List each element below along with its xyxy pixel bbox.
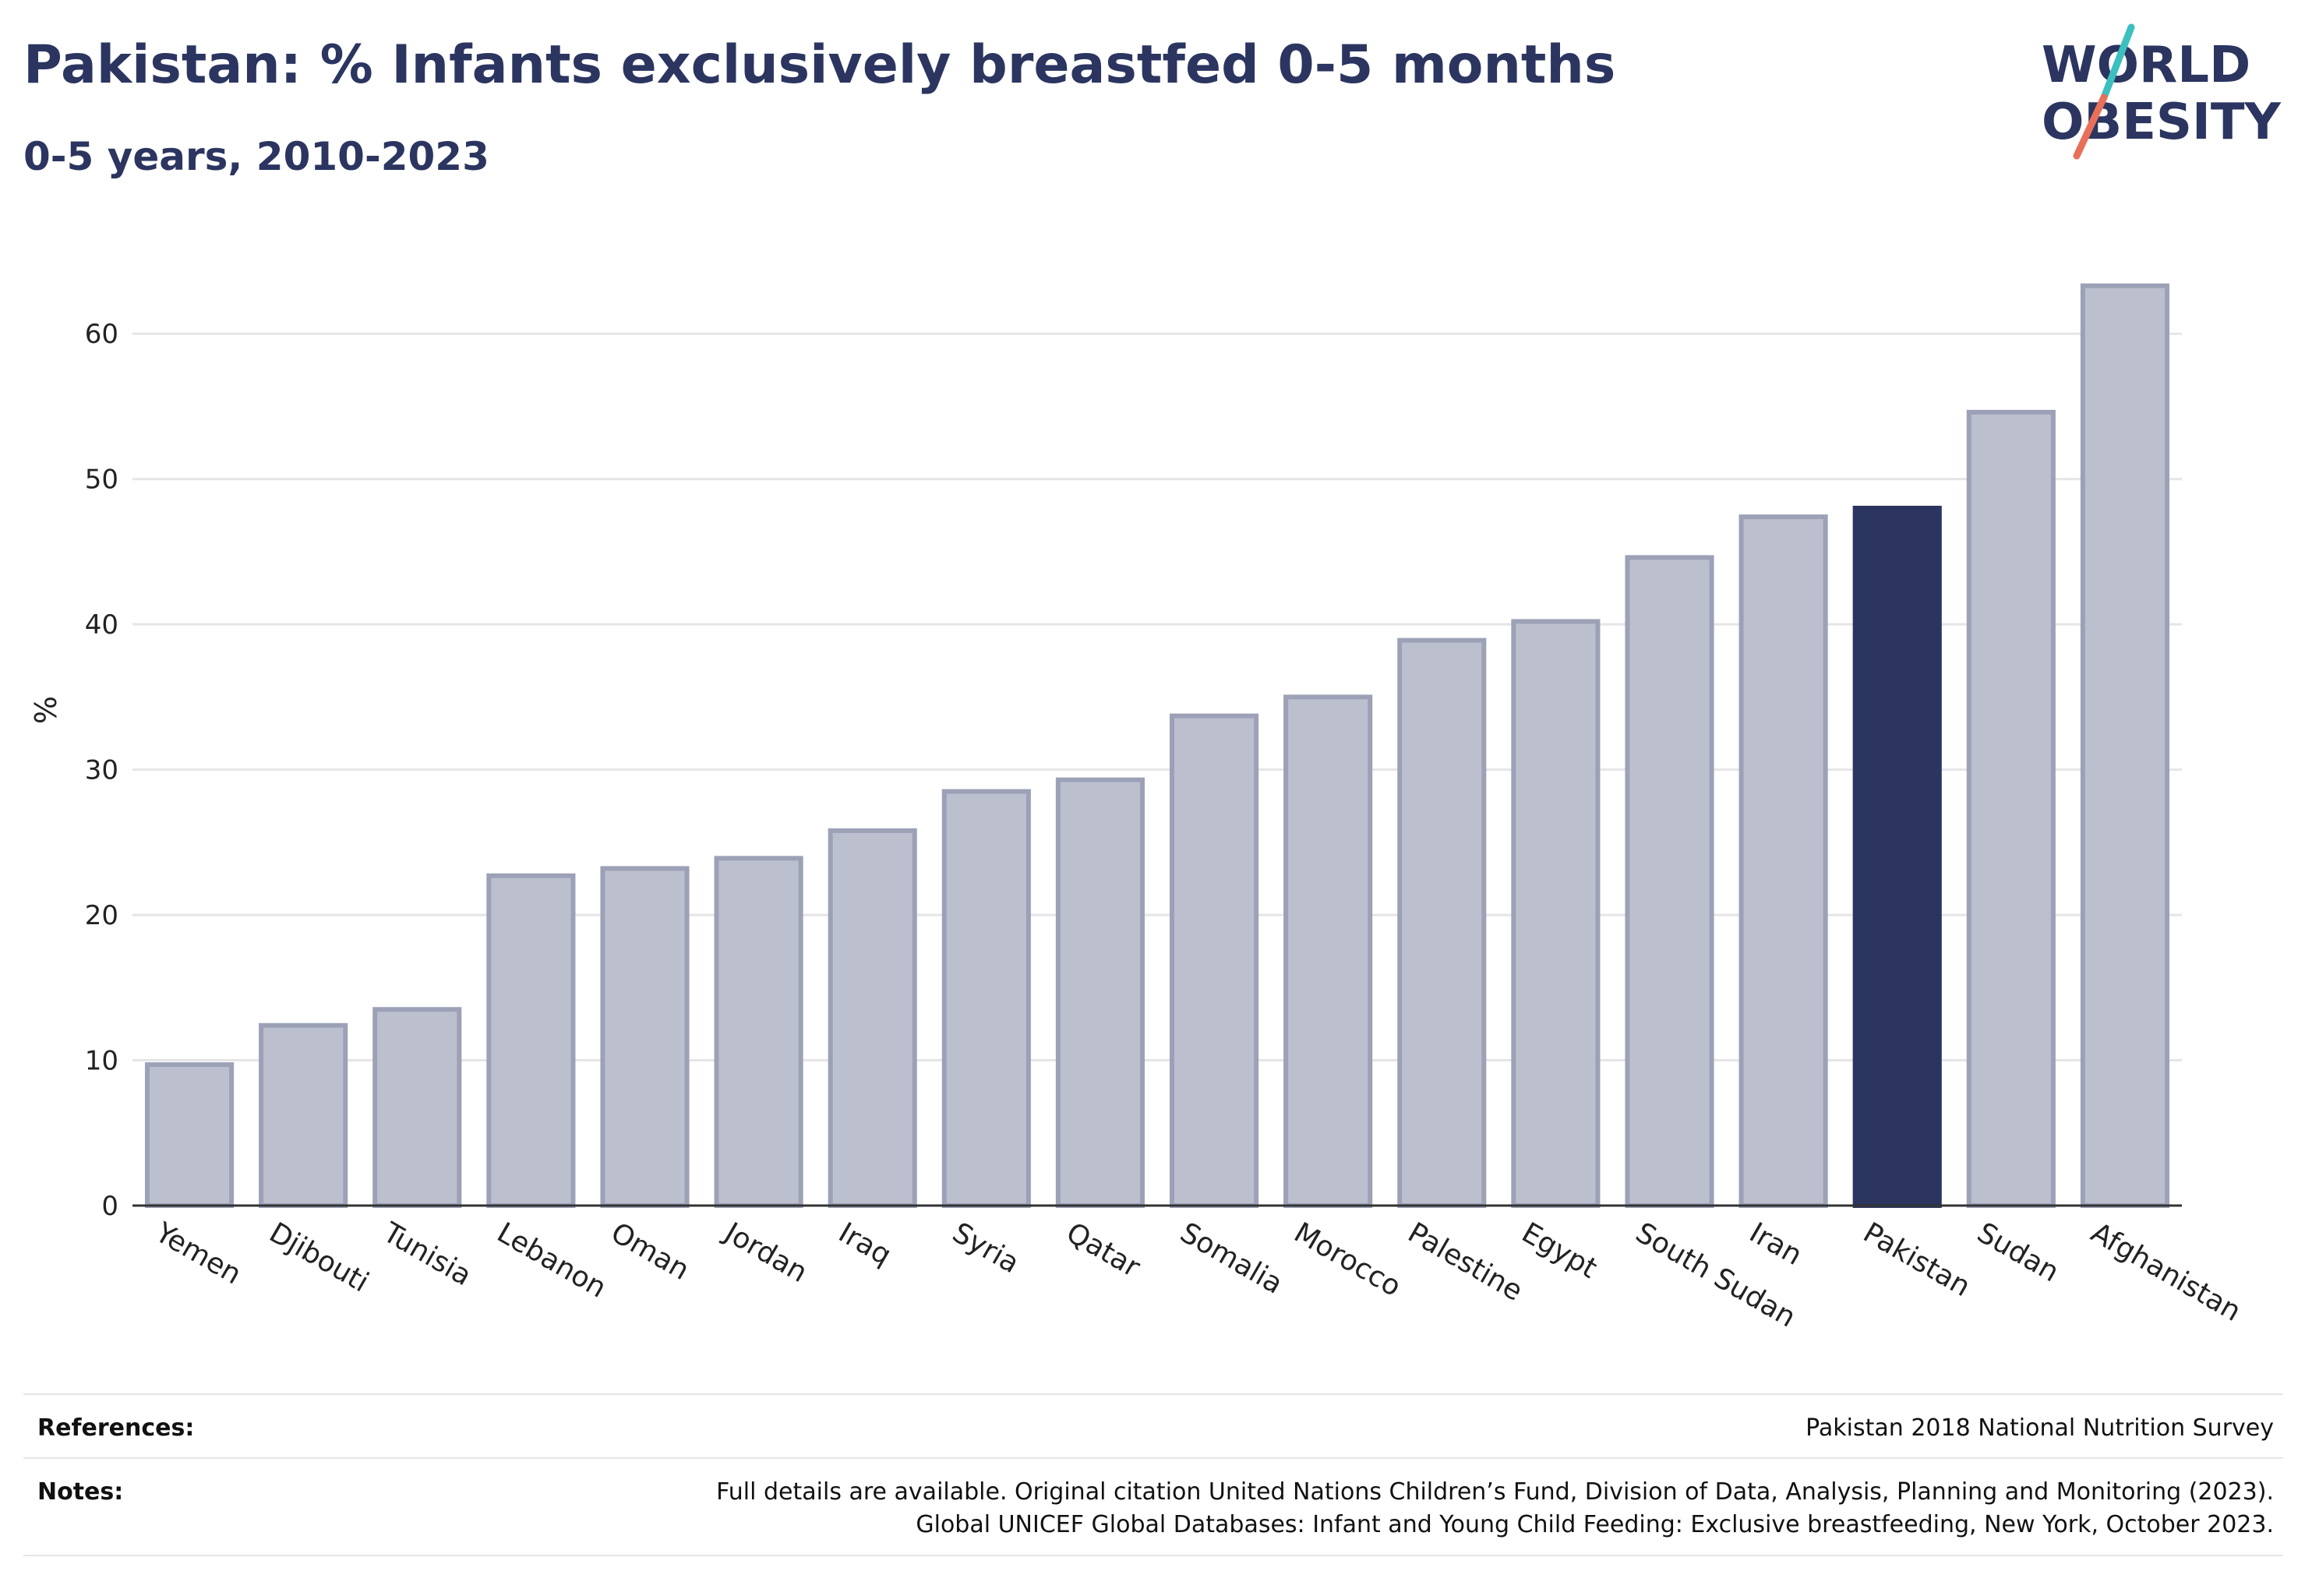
y-tick-label: 20 xyxy=(85,900,118,931)
bar-sudan xyxy=(1966,409,2056,1208)
bar-somalia xyxy=(1169,713,1259,1208)
logo-slash-teal xyxy=(2100,23,2135,101)
y-tick-label: 30 xyxy=(85,755,118,786)
y-tick-label: 40 xyxy=(85,609,118,641)
bar-iran xyxy=(1738,514,1828,1208)
notes-row: Notes: Full details are available. Origi… xyxy=(23,1478,2283,1548)
bar-djibouti xyxy=(259,1022,348,1209)
bar-morocco xyxy=(1283,694,1373,1208)
footer-divider-bottom xyxy=(23,1555,2283,1556)
bar-iraq xyxy=(828,828,917,1208)
footer-divider-top xyxy=(23,1393,2283,1395)
y-tick-label: 50 xyxy=(85,464,118,496)
world-obesity-logo: WORLD OBESITY xyxy=(2042,23,2281,160)
references-label: References: xyxy=(37,1414,195,1442)
bars xyxy=(144,283,2170,1209)
bar-qatar xyxy=(1055,777,1145,1208)
x-tick-label: Iraq xyxy=(833,1216,896,1272)
logo-world-text: WORLD xyxy=(2042,37,2250,94)
bar-yemen xyxy=(144,1062,235,1209)
x-tick-label: Tunisia xyxy=(377,1216,477,1292)
y-axis-ticks: 0 10 20 30 40 50 60 xyxy=(85,319,118,1222)
bar-south-sudan xyxy=(1625,555,1714,1208)
gridlines xyxy=(132,332,2182,1062)
bar-syria xyxy=(941,789,1031,1208)
bar-palestine xyxy=(1397,637,1487,1208)
x-tick-label: Pakistan xyxy=(1858,1216,1975,1303)
x-tick-label: Afghanistan xyxy=(2085,1216,2246,1328)
x-tick-label: Oman xyxy=(605,1216,694,1287)
logo-slash-coral xyxy=(2073,94,2108,160)
x-tick-label: Djibouti xyxy=(264,1216,374,1298)
notes-label: Notes: xyxy=(37,1478,124,1506)
x-tick-label: Lebanon xyxy=(492,1216,612,1305)
x-tick-label: Jordan xyxy=(718,1216,812,1289)
x-tick-label: Palestine xyxy=(1403,1216,1528,1308)
references-text: Pakistan 2018 National Nutrition Survey xyxy=(1806,1414,2274,1442)
chart-title: Pakistan: % Infants exclusively breastfe… xyxy=(23,34,1616,96)
footer-divider-mid xyxy=(23,1457,2283,1459)
bar-tunisia xyxy=(372,1007,462,1209)
bar-egypt xyxy=(1511,619,1601,1208)
x-tick-label: Iran xyxy=(1744,1216,1807,1272)
y-tick-label: 60 xyxy=(85,319,118,350)
y-axis-label: % xyxy=(29,696,63,724)
y-tick-label: 0 xyxy=(101,1191,118,1222)
bar-chart: 0 10 20 30 40 50 60 Yemen Djibouti Tunisia Lebano… xyxy=(29,283,2247,1334)
bar-oman xyxy=(600,866,690,1208)
x-tick-label: Syria xyxy=(947,1216,1024,1280)
references-row: References: Pakistan 2018 National Nutri… xyxy=(23,1414,2283,1446)
x-tick-label: Sudan xyxy=(1971,1216,2064,1288)
chart-subtitle: 0-5 years, 2010-2023 xyxy=(23,134,489,179)
x-tick-label: Yemen xyxy=(150,1216,247,1291)
bar-pakistan xyxy=(1852,505,1942,1208)
x-tick-label: Somalia xyxy=(1174,1216,1287,1301)
x-tick-label: Qatar xyxy=(1061,1216,1145,1284)
bar-afghanistan xyxy=(2080,283,2170,1208)
bar-jordan xyxy=(714,856,803,1208)
bar-lebanon xyxy=(486,873,576,1208)
x-tick-label: Morocco xyxy=(1289,1216,1407,1303)
x-tick-label: Egypt xyxy=(1516,1216,1602,1284)
notes-line-2: Global UNICEF Global Databases: Infant a… xyxy=(916,1511,2274,1538)
y-tick-label: 10 xyxy=(85,1046,118,1077)
notes-line-1: Full details are available. Original cit… xyxy=(716,1478,2274,1506)
